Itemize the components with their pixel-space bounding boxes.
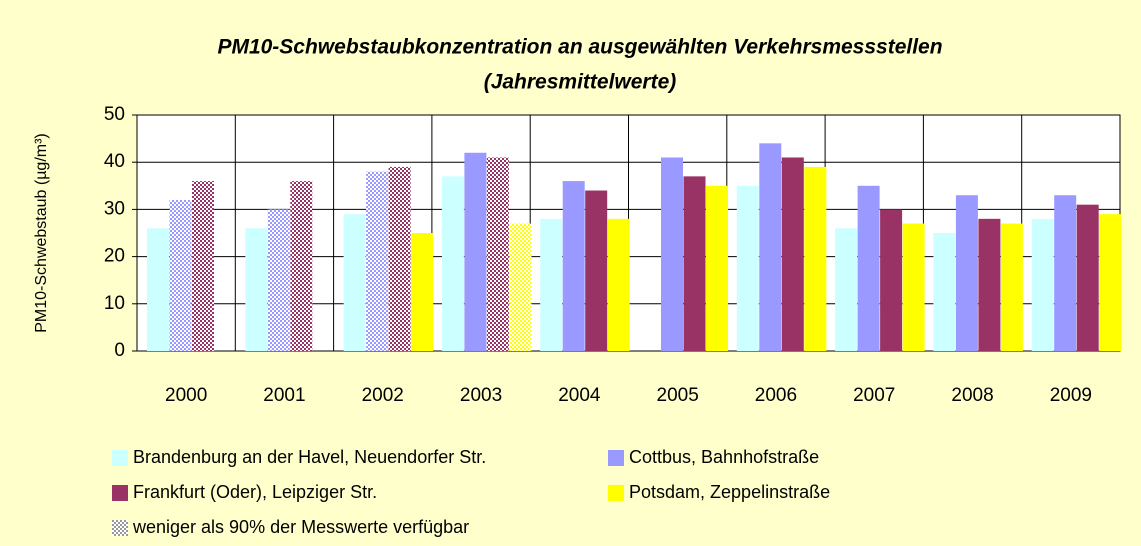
legend-swatch bbox=[608, 485, 624, 501]
chart-title: PM10-Schwebstaubkonzentration an ausgewä… bbox=[217, 36, 942, 59]
y-tick-label: 20 bbox=[104, 246, 125, 267]
y-axis-label: PM10-Schwebstaub (µg/m³) bbox=[33, 133, 50, 333]
bar bbox=[706, 185, 728, 351]
bar bbox=[585, 190, 608, 351]
legend-label: Cottbus, Bahnhofstraße bbox=[629, 447, 819, 467]
legend-label: weniger als 90% der Messwerte verfügbar bbox=[132, 517, 469, 537]
bar bbox=[441, 176, 464, 351]
y-tick-label: 30 bbox=[104, 198, 125, 219]
bar bbox=[411, 233, 434, 351]
bar bbox=[1031, 218, 1054, 351]
bar bbox=[902, 223, 925, 351]
x-tick-label: 2007 bbox=[853, 385, 895, 406]
bar bbox=[464, 152, 487, 351]
bar bbox=[290, 181, 313, 351]
bar bbox=[978, 218, 1001, 351]
bar bbox=[683, 176, 706, 351]
bar bbox=[736, 185, 759, 351]
bar bbox=[1000, 223, 1023, 351]
bar bbox=[661, 157, 683, 351]
x-tick-label: 2006 bbox=[755, 385, 797, 406]
bar bbox=[933, 233, 956, 351]
bar bbox=[781, 157, 804, 351]
x-tick-label: 2009 bbox=[1050, 385, 1092, 406]
legend-swatch bbox=[112, 520, 128, 536]
x-tick-label: 2000 bbox=[165, 385, 207, 406]
x-tick-label: 2003 bbox=[460, 385, 502, 406]
y-tick-label: 0 bbox=[114, 340, 125, 361]
bar bbox=[759, 143, 782, 351]
legend-label: Potsdam, Zeppelinstraße bbox=[629, 482, 830, 502]
bar bbox=[562, 181, 585, 351]
bar bbox=[1099, 214, 1122, 351]
x-tick-label: 2001 bbox=[263, 385, 305, 406]
bar bbox=[366, 171, 389, 351]
bar bbox=[388, 166, 411, 351]
legend-swatch bbox=[112, 485, 128, 501]
legend-swatch bbox=[112, 450, 128, 466]
x-tick-label: 2008 bbox=[951, 385, 993, 406]
bar bbox=[607, 218, 630, 351]
legend-swatch bbox=[608, 450, 624, 466]
x-tick-label: 2005 bbox=[657, 385, 699, 406]
bar bbox=[192, 181, 214, 351]
bar bbox=[245, 228, 268, 351]
bar bbox=[540, 218, 563, 351]
bar bbox=[509, 223, 532, 351]
bar bbox=[1076, 204, 1099, 351]
bar bbox=[169, 199, 192, 351]
bar bbox=[486, 157, 509, 351]
bar bbox=[147, 228, 169, 351]
bar bbox=[1054, 195, 1077, 351]
bar bbox=[835, 228, 858, 351]
legend-label: Frankfurt (Oder), Leipziger Str. bbox=[133, 482, 377, 502]
chart-subtitle: (Jahresmittelwerte) bbox=[484, 71, 677, 94]
y-tick-label: 40 bbox=[104, 151, 125, 172]
y-tick-label: 10 bbox=[104, 293, 125, 314]
bar bbox=[955, 195, 978, 351]
y-tick-label: 50 bbox=[104, 104, 125, 125]
bar bbox=[804, 166, 827, 351]
bar bbox=[267, 209, 290, 351]
x-tick-label: 2004 bbox=[558, 385, 601, 406]
bar bbox=[880, 209, 903, 351]
bar bbox=[857, 185, 880, 351]
bar bbox=[343, 214, 366, 351]
x-tick-label: 2002 bbox=[362, 385, 404, 406]
legend-label: Brandenburg an der Havel, Neuendorfer St… bbox=[133, 447, 486, 467]
